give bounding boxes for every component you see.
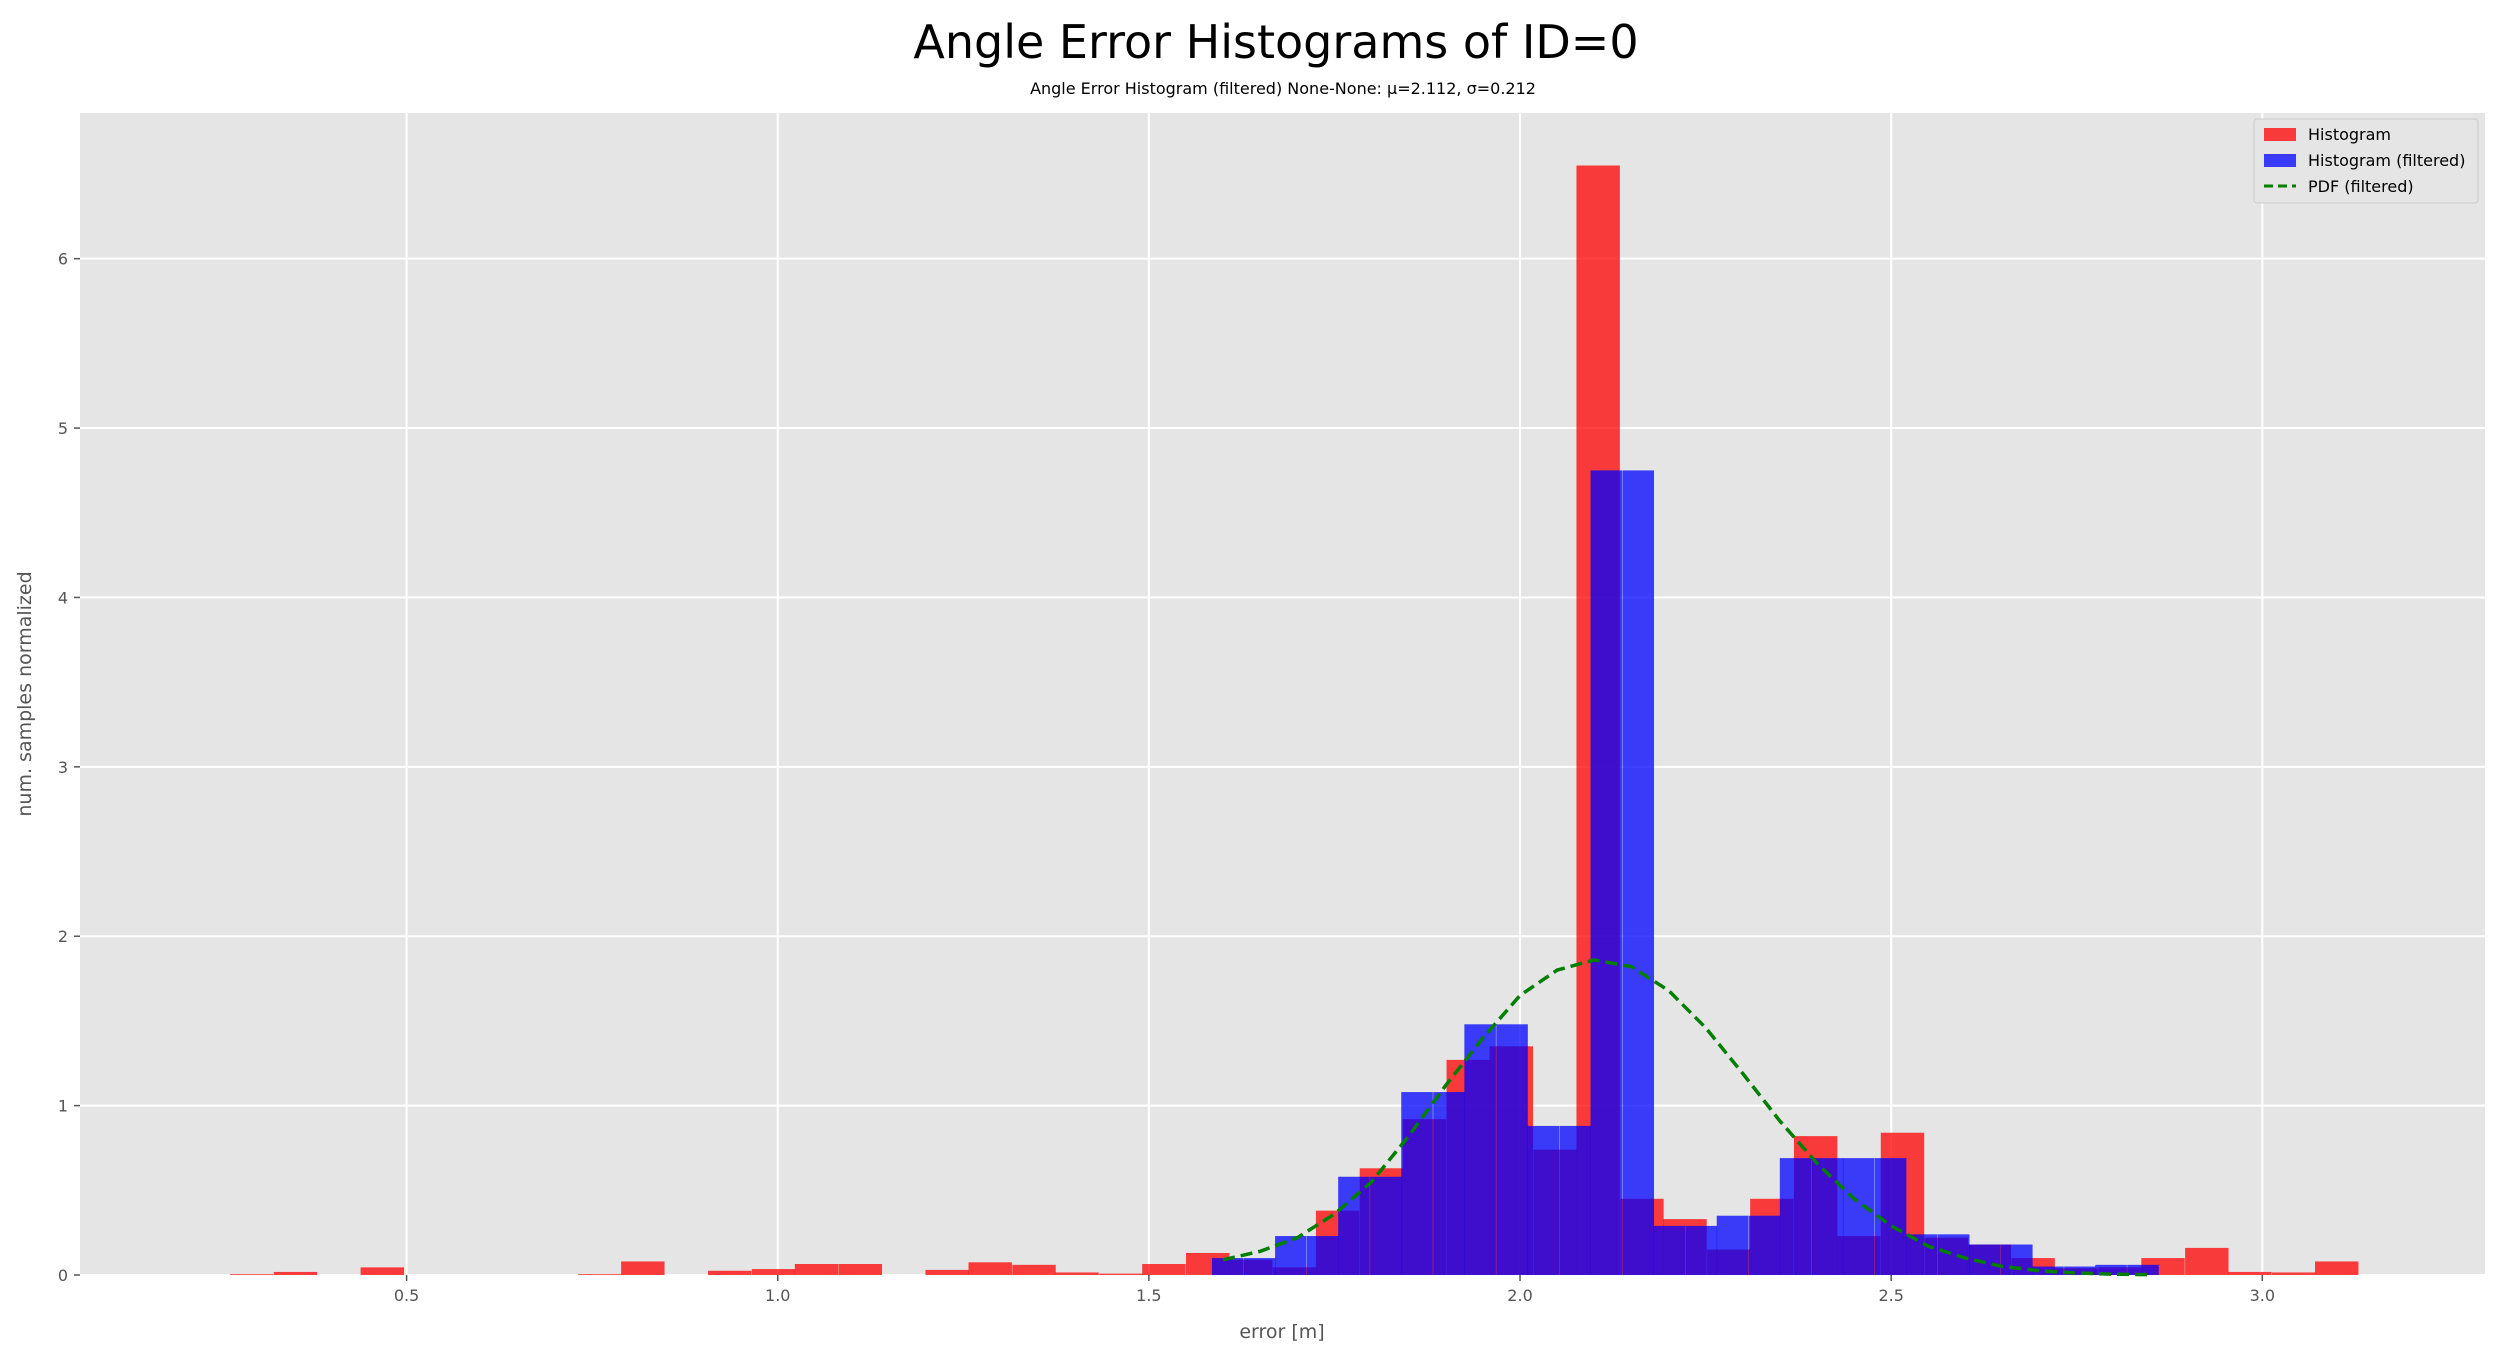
histogram-bar (273, 1271, 318, 1275)
histogram-filtered-bar (1370, 1176, 1402, 1275)
x-tick-label: 0.5 (394, 1286, 419, 1305)
chart-title: Angle Error Histograms of ID=0 (913, 15, 1638, 69)
histogram-bar (578, 1274, 622, 1275)
histogram-bar (794, 1263, 839, 1275)
y-tick-label: 3 (58, 758, 68, 777)
grid-lines (80, 113, 2485, 1276)
histogram-filtered-bar (2064, 1266, 2096, 1275)
histogram-filtered-bar (1622, 470, 1655, 1275)
x-tick-label: 1.0 (765, 1286, 790, 1305)
histogram-bar (229, 1274, 274, 1275)
legend-box (2253, 118, 2479, 204)
legend-label-histogram-filtered: Histogram (filtered) (2308, 151, 2465, 170)
histogram-bar (838, 1263, 883, 1275)
legend-label-pdf: PDF (filtered) (2308, 177, 2414, 196)
histogram-filtered-bar (1527, 1125, 1560, 1275)
pdf-line (1222, 958, 2152, 1277)
histogram-bar (707, 1270, 752, 1275)
histogram-filtered-bar (2127, 1264, 2159, 1275)
y-axis-ticks: 0 1 2 3 4 5 6 (58, 250, 80, 1285)
plot-area (80, 113, 2485, 1277)
histogram-bar (2315, 1261, 2359, 1275)
histogram-filtered-bars (1211, 470, 2159, 1275)
histogram-filtered-bar (1306, 1236, 1339, 1275)
histogram-filtered-bar (1906, 1234, 1938, 1275)
histogram-bar (1012, 1264, 1056, 1275)
histogram-filtered-bar (1716, 1215, 1749, 1275)
legend-label-histogram: Histogram (2308, 125, 2391, 144)
histogram-bar (1142, 1263, 1186, 1275)
legend-swatch-histogram (2264, 128, 2296, 141)
x-tick-label: 2.5 (1878, 1286, 1903, 1305)
histogram-bar (1099, 1273, 1143, 1275)
histogram-filtered-bar (1590, 470, 1623, 1275)
x-tick-label: 2.0 (1507, 1286, 1532, 1305)
histogram-filtered-bar (1496, 1024, 1528, 1275)
x-tick-label: 3.0 (2250, 1286, 2275, 1305)
y-tick-label: 4 (58, 588, 68, 607)
y-tick-label: 0 (58, 1266, 68, 1285)
plot-background (80, 113, 2485, 1275)
histogram-filtered-bar (1464, 1024, 1496, 1275)
y-tick-label: 5 (58, 419, 68, 438)
histogram-filtered-bar (1211, 1258, 1244, 1275)
histogram-bar (621, 1261, 665, 1275)
y-tick-label: 6 (58, 250, 68, 269)
histogram-bar (360, 1267, 405, 1275)
histogram-filtered-bar (1969, 1244, 2001, 1275)
x-tick-label: 1.5 (1136, 1286, 1161, 1305)
histogram-bar (751, 1269, 796, 1275)
histogram-bar (968, 1262, 1012, 1275)
histogram-filtered-bar (1685, 1225, 1718, 1275)
x-axis-ticks: 0.5 1.0 1.5 2.0 2.5 3.0 (394, 1275, 2275, 1305)
legend-swatch-histogram-filtered (2264, 154, 2296, 167)
pdf-curve (1222, 958, 2152, 1277)
histogram-filtered-bar (1275, 1236, 1307, 1275)
histogram-filtered-bar (1811, 1158, 1844, 1275)
y-tick-label: 1 (58, 1097, 68, 1116)
y-tick-label: 2 (58, 927, 68, 946)
histogram-filtered-bar (1243, 1258, 1276, 1275)
histogram-filtered-bar (1653, 1225, 1686, 1275)
histogram-filtered-bar (1748, 1215, 1781, 1275)
histogram-bar (2271, 1272, 2316, 1275)
histogram-filtered-bar (1559, 1125, 1591, 1275)
histogram-filtered-bar (1433, 1092, 1465, 1275)
histogram-filtered-bar (1937, 1234, 1970, 1275)
histogram-bar (2185, 1247, 2229, 1275)
histogram-filtered-bar (2095, 1264, 2127, 1275)
histogram-bar (925, 1269, 969, 1275)
x-axis-label: error [m] (1239, 1321, 1324, 1343)
histogram-filtered-bar (1842, 1158, 1875, 1275)
histogram-filtered-bar (1779, 1158, 1812, 1275)
y-axis-label: num. samples normalized (14, 571, 36, 816)
histogram-bar (1055, 1272, 1099, 1275)
histogram-filtered-bar (1401, 1092, 1433, 1275)
legend: Histogram Histogram (filtered) PDF (filt… (2253, 118, 2479, 204)
histogram-filtered-bar (1338, 1176, 1370, 1275)
histogram-bar (2228, 1271, 2272, 1275)
chart-subtitle: Angle Error Histogram (filtered) None-No… (1030, 79, 1536, 98)
